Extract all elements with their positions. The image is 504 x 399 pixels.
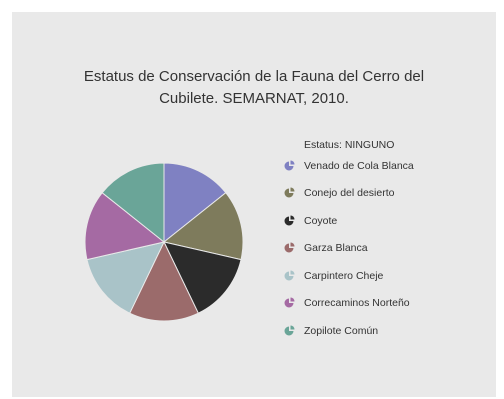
legend: Estatus: NINGUNO Venado de Cola Blanca Co…	[284, 138, 484, 345]
pie-slice[interactable]	[129, 240, 199, 322]
pie-legend-icon	[284, 215, 295, 226]
pie-slice[interactable]	[86, 241, 165, 314]
legend-item[interactable]: Coyote	[284, 207, 484, 235]
pie-slice[interactable]	[101, 162, 165, 244]
legend-label: Correcaminos Norteño	[304, 297, 410, 310]
legend-label: Conejo del desierto	[304, 187, 395, 200]
legend-label: Carpintero Cheje	[304, 269, 384, 282]
pie-chart	[84, 162, 244, 322]
pie-slice[interactable]	[84, 192, 166, 261]
legend-label: Garza Blanca	[304, 242, 368, 255]
legend-label: Venado de Cola Blanca	[304, 159, 414, 172]
legend-item[interactable]: Venado de Cola Blanca	[284, 152, 484, 180]
pie-legend-icon	[284, 187, 295, 198]
pie-slice[interactable]	[162, 192, 244, 261]
pie-slice[interactable]	[163, 241, 242, 314]
legend-label: Zopilote Común	[304, 324, 379, 337]
legend-item[interactable]: Zopilote Común	[284, 317, 484, 345]
chart-card: Estatus de Conservación de la Fauna del …	[12, 12, 496, 397]
chart-title-line1: Estatus de Conservación de la Fauna del …	[83, 68, 425, 85]
legend-item[interactable]: Correcaminos Norteño	[284, 290, 484, 318]
legend-label: Coyote	[304, 214, 338, 227]
chart-title-line2: Cubilete. SEMARNAT, 2010.	[159, 90, 349, 107]
pie-slice[interactable]	[163, 162, 227, 244]
pie-legend-icon	[284, 297, 295, 308]
pie-legend-icon	[284, 325, 295, 336]
chart-title: Estatus de Conservación de la Fauna del …	[12, 66, 496, 110]
pie-legend-icon	[284, 270, 295, 281]
pie-legend-icon	[284, 160, 295, 171]
legend-item[interactable]: Garza Blanca	[284, 235, 484, 263]
legend-item[interactable]: Conejo del desierto	[284, 180, 484, 208]
pie-legend-icon	[284, 242, 295, 253]
legend-title: Estatus: NINGUNO	[304, 139, 395, 151]
legend-item[interactable]: Carpintero Cheje	[284, 262, 484, 290]
